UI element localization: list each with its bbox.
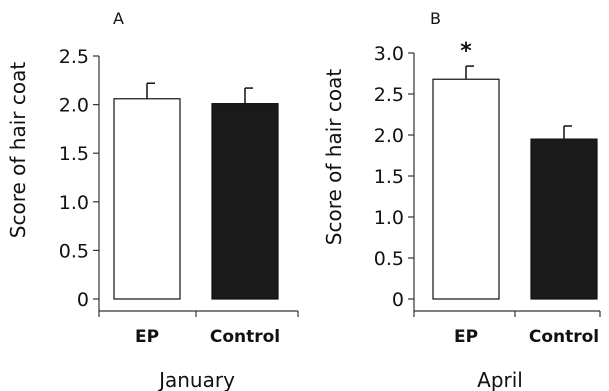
- panel-b-category-label: Control: [529, 327, 599, 347]
- panel-b-ylabel: Score of hair coat: [322, 69, 346, 246]
- panel-b-bar-control: [530, 138, 598, 300]
- panel-a-y-tick-label: 1.5: [59, 143, 89, 165]
- panel-b-y-tick-label: 2.0: [374, 125, 404, 147]
- panel-a-letter: A: [113, 9, 124, 28]
- panel-b: B Score of hair coat April 0 0.5 1.0 1.5 2.0…: [322, 9, 601, 391]
- panel-b-significance-mark: *: [460, 39, 472, 64]
- panel-b-y-tick-label: 1.5: [374, 166, 404, 188]
- panel-b-plot: 0 0.5 1.0 1.5 2.0 2.5 3.0 EP Control *: [374, 39, 601, 347]
- panel-b-category-label: EP: [454, 327, 478, 347]
- panel-a-y-tick-label: 1.0: [59, 192, 89, 214]
- panel-a-category-label: EP: [135, 327, 159, 347]
- panel-a-y-tick-label: 2.0: [59, 95, 89, 117]
- panel-a-y-tick-label: 2.5: [59, 46, 89, 68]
- panel-b-letter: B: [430, 9, 441, 28]
- panel-b-y-tick-label: 3.0: [374, 43, 404, 65]
- panel-a-y-tick-label: 0.5: [59, 240, 89, 262]
- panel-b-y-tick-label: 2.5: [374, 84, 404, 106]
- panel-b-y-tick-label: 1.0: [374, 207, 404, 229]
- panel-a-y-tick-label: 0: [77, 289, 89, 311]
- panel-b-bar-ep: [432, 78, 500, 300]
- panel-a-ylabel: Score of hair coat: [6, 62, 30, 239]
- panel-b-y-tick-label: 0: [392, 289, 404, 311]
- panel-a-xlabel: January: [157, 368, 235, 391]
- panel-a-bar-control: [211, 103, 279, 300]
- panel-a-bar-ep: [113, 98, 181, 300]
- panel-b-y-tick-label: 0.5: [374, 248, 404, 270]
- panel-a: A Score of hair coat January 0 0.5 1.0 1.5 2…: [6, 9, 299, 391]
- panel-a-category-label: Control: [210, 327, 280, 347]
- panel-a-plot: 0 0.5 1.0 1.5 2.0 2.5 EP Control: [59, 46, 299, 347]
- panel-b-xlabel: April: [477, 368, 523, 391]
